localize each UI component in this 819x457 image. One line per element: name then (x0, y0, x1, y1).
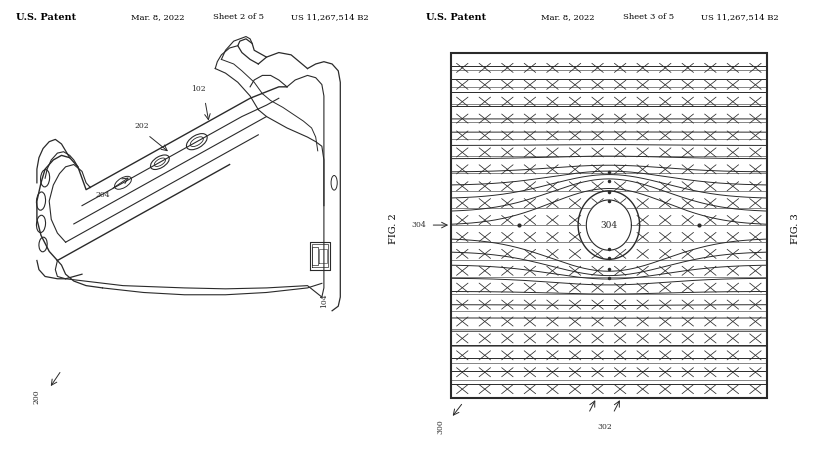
Text: Sheet 3 of 5: Sheet 3 of 5 (622, 13, 673, 21)
Bar (450, 53, 766, 398)
Text: 304: 304 (411, 221, 426, 229)
Text: U.S. Patent: U.S. Patent (426, 13, 486, 22)
Text: US 11,267,514 B2: US 11,267,514 B2 (291, 13, 369, 21)
Text: FIG. 3: FIG. 3 (790, 213, 799, 244)
Text: 302: 302 (597, 423, 611, 431)
Text: 200: 200 (33, 389, 41, 404)
Text: 202: 202 (134, 122, 148, 130)
Text: 304: 304 (600, 221, 617, 229)
Circle shape (586, 200, 631, 250)
Text: 300: 300 (437, 419, 444, 434)
Text: Mar. 8, 2022: Mar. 8, 2022 (541, 13, 594, 21)
Text: 104: 104 (319, 293, 328, 308)
Text: 102: 102 (192, 85, 206, 93)
Text: Mar. 8, 2022: Mar. 8, 2022 (131, 13, 184, 21)
Text: Sheet 2 of 5: Sheet 2 of 5 (213, 13, 264, 21)
Text: US 11,267,514 B2: US 11,267,514 B2 (700, 13, 778, 21)
Text: FIG. 2: FIG. 2 (389, 213, 398, 244)
Text: 204: 204 (95, 191, 110, 198)
Text: U.S. Patent: U.S. Patent (16, 13, 76, 22)
